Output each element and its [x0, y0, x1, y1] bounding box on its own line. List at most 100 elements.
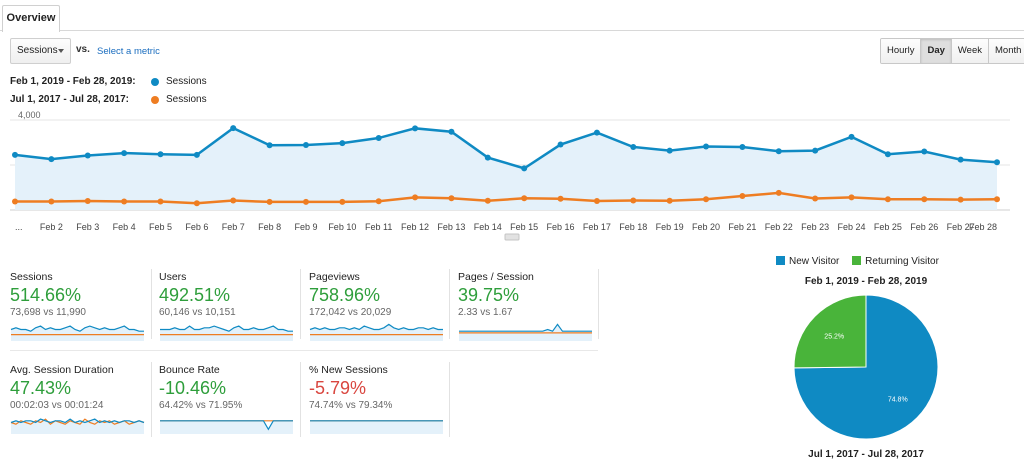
x-tick-label: Feb 8: [258, 222, 281, 232]
pie-slice-returning-visitor[interactable]: [793, 294, 867, 369]
data-point-current[interactable]: [630, 144, 637, 150]
data-point-previous[interactable]: [339, 198, 346, 205]
x-tick-label: Feb 26: [910, 222, 938, 232]
data-point-previous[interactable]: [302, 198, 309, 205]
x-tick-label: Feb 16: [547, 222, 575, 232]
data-point-previous[interactable]: [557, 195, 564, 202]
data-point-current[interactable]: [375, 135, 382, 141]
data-point-current[interactable]: [484, 154, 491, 161]
data-point-previous[interactable]: [593, 198, 600, 204]
data-point-current[interactable]: [84, 152, 91, 159]
metric-title: % New Sessions: [309, 364, 388, 376]
data-point-previous[interactable]: [84, 198, 91, 204]
x-tick-label: Feb 19: [656, 222, 684, 232]
tab-overview[interactable]: Overview: [2, 5, 60, 32]
data-point-previous[interactable]: [703, 196, 710, 203]
data-point-previous[interactable]: [193, 200, 200, 207]
data-point-current[interactable]: [812, 147, 819, 154]
card-divider: [449, 269, 450, 339]
data-point-current[interactable]: [193, 151, 200, 158]
data-point-previous[interactable]: [12, 198, 18, 205]
data-point-current[interactable]: [884, 151, 891, 158]
pie-slice-label: 25.2%: [824, 334, 844, 341]
data-point-current[interactable]: [739, 144, 746, 150]
pie-legend-returning: Returning Visitor: [852, 256, 939, 267]
pie-legend-returning-label: Returning Visitor: [865, 256, 939, 267]
hourly-button[interactable]: Hourly: [881, 39, 921, 63]
data-point-current[interactable]: [302, 141, 309, 148]
data-point-previous[interactable]: [266, 198, 273, 205]
day-button[interactable]: Day: [920, 39, 951, 63]
data-point-previous[interactable]: [921, 196, 928, 203]
x-tick-label: Feb 20: [692, 222, 720, 232]
chart-drag-handle[interactable]: [504, 233, 520, 241]
metric-card[interactable]: Pages / Session 39.75% 2.33 vs 1.67: [458, 271, 601, 353]
data-point-current[interactable]: [521, 165, 528, 172]
data-point-previous[interactable]: [994, 196, 1000, 203]
data-point-current[interactable]: [593, 129, 600, 136]
data-point-previous[interactable]: [412, 194, 419, 201]
x-tick-label: Feb 7: [222, 222, 245, 232]
data-point-previous[interactable]: [484, 197, 491, 204]
x-tick-label: Feb 4: [113, 222, 136, 232]
data-point-current[interactable]: [448, 128, 455, 135]
data-point-previous[interactable]: [157, 198, 164, 205]
week-button[interactable]: Week: [950, 39, 989, 63]
data-point-previous[interactable]: [739, 193, 746, 200]
metric-card[interactable]: % New Sessions -5.79% 74.74% vs 79.34%: [309, 364, 452, 446]
metric-comparison: 60,146 vs 10,151: [159, 307, 236, 318]
select-metric-link[interactable]: Select a metric: [97, 46, 160, 57]
data-point-current[interactable]: [775, 148, 782, 155]
metric-change: 39.75%: [458, 285, 520, 305]
data-point-current[interactable]: [957, 156, 964, 163]
x-tick-label: Feb 6: [185, 222, 208, 232]
sparkline-area: [310, 324, 443, 341]
data-point-current[interactable]: [121, 150, 128, 157]
month-button[interactable]: Month: [988, 39, 1024, 63]
data-point-current[interactable]: [703, 143, 710, 150]
metric-card[interactable]: Sessions 514.66% 73,698 vs 11,990: [10, 271, 153, 353]
data-point-previous[interactable]: [775, 189, 782, 196]
data-point-previous[interactable]: [230, 197, 237, 204]
data-point-previous[interactable]: [812, 195, 819, 202]
metric-change: -10.46%: [159, 378, 227, 398]
data-point-current[interactable]: [12, 151, 18, 158]
data-point-previous[interactable]: [48, 198, 55, 205]
sparkline-area: [11, 419, 144, 434]
data-point-previous[interactable]: [848, 194, 855, 201]
metric-card[interactable]: Pageviews 758.96% 172,042 vs 20,029: [309, 271, 452, 353]
metric-title: Sessions: [10, 271, 53, 283]
data-point-current[interactable]: [266, 142, 273, 149]
data-point-previous[interactable]: [884, 196, 891, 203]
x-tick-label: Feb 15: [510, 222, 538, 232]
data-point-current[interactable]: [557, 141, 564, 148]
data-point-previous[interactable]: [666, 197, 673, 204]
data-point-previous[interactable]: [375, 198, 382, 205]
metric-comparison: 172,042 vs 20,029: [309, 307, 392, 318]
data-point-current[interactable]: [994, 159, 1000, 166]
data-point-current[interactable]: [921, 148, 928, 155]
data-point-previous[interactable]: [630, 197, 637, 204]
data-point-current[interactable]: [230, 125, 237, 132]
data-point-current[interactable]: [157, 151, 164, 158]
data-point-current[interactable]: [339, 140, 346, 147]
legend-series-current: Sessions: [166, 76, 207, 87]
x-tick-label: Feb 11: [365, 222, 392, 232]
metric-dropdown-value: Sessions: [17, 45, 58, 56]
data-point-previous[interactable]: [121, 198, 128, 205]
x-tick-label: Feb 22: [765, 222, 793, 232]
data-point-previous[interactable]: [957, 196, 964, 203]
data-point-current[interactable]: [666, 147, 673, 154]
card-divider: [300, 269, 301, 339]
data-point-current[interactable]: [412, 125, 419, 132]
metric-card[interactable]: Users 492.51% 60,146 vs 10,151: [159, 271, 302, 353]
metric-card[interactable]: Bounce Rate -10.46% 64.42% vs 71.95%: [159, 364, 302, 446]
data-point-current[interactable]: [48, 156, 55, 163]
data-point-previous[interactable]: [521, 195, 528, 202]
data-point-previous[interactable]: [448, 195, 455, 202]
x-tick-label: Feb 21: [728, 222, 756, 232]
metric-card[interactable]: Avg. Session Duration 47.43% 00:02:03 vs 0…: [10, 364, 153, 446]
data-point-current[interactable]: [848, 133, 855, 140]
metric-dropdown[interactable]: Sessions: [10, 38, 71, 64]
